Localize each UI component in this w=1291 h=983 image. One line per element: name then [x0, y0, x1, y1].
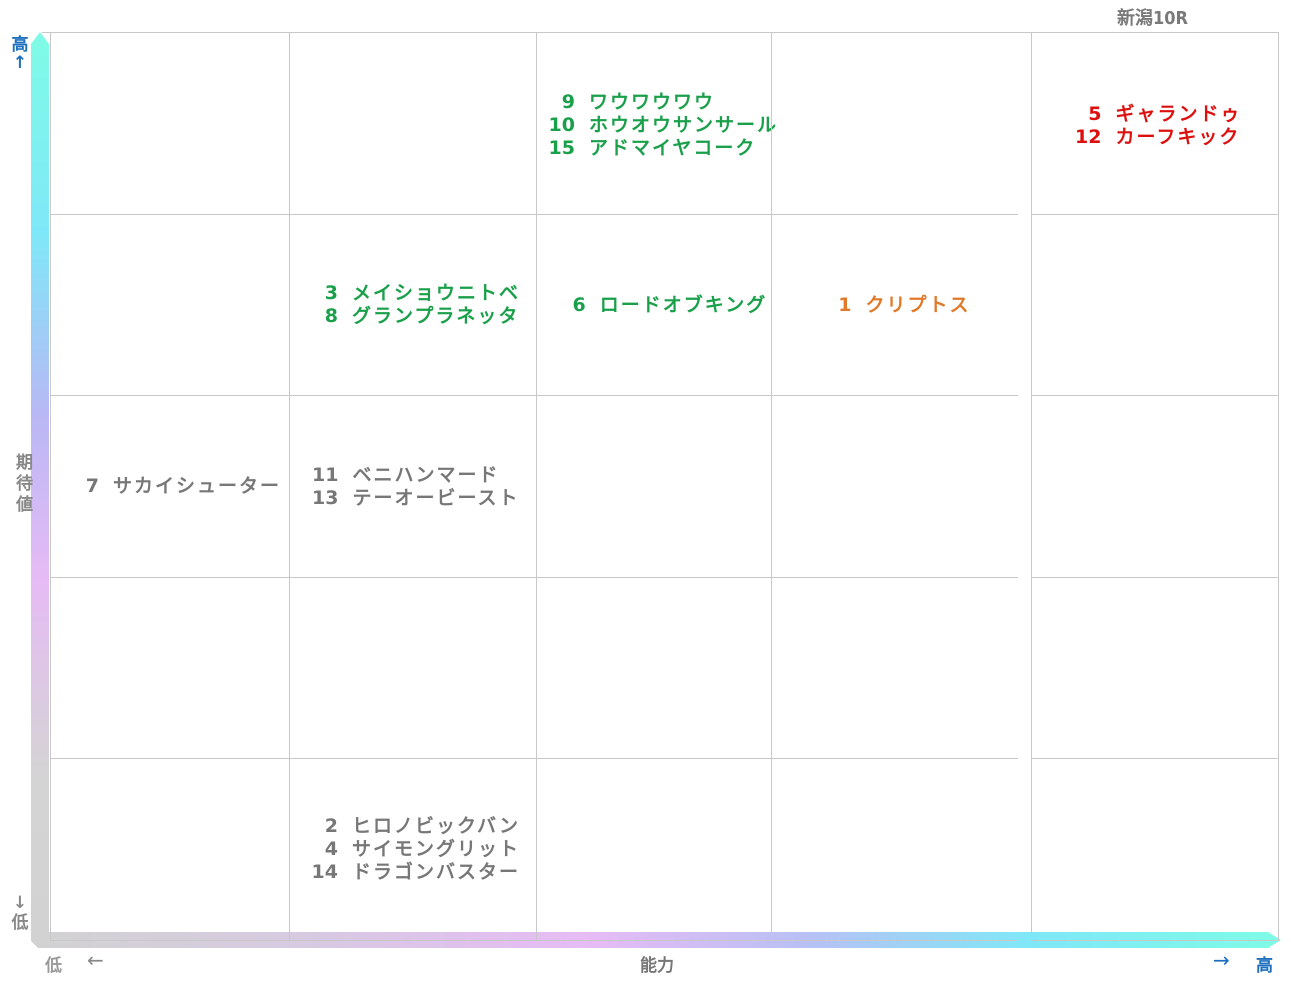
grid-cell-r1-c4	[771, 33, 1018, 215]
y-axis-label: 期待値	[10, 453, 32, 523]
horse-entry: 9 ワウワウワウ	[543, 91, 778, 114]
y-axis-high-label: 高 ↑	[11, 36, 29, 72]
horse-number: 6	[572, 293, 586, 316]
up-arrow-icon: ↑	[12, 53, 28, 73]
horse-name: ドラゴンバスター	[351, 861, 520, 883]
y-axis-bar	[31, 32, 49, 941]
grid-cell-r3-c4	[771, 396, 1018, 578]
horse-number: 1	[838, 293, 852, 316]
down-arrow-icon: ↓	[12, 893, 28, 913]
horse-number: 11	[312, 463, 339, 486]
horse-name: クリプトス	[865, 293, 971, 316]
horse-entry: 7 サカイシューター	[67, 475, 281, 498]
horse-entry: 8 グランプラネッタ	[306, 305, 520, 328]
horse-number: 12	[1075, 126, 1102, 148]
horse-entry: 5 ギャランドゥ	[1069, 103, 1241, 126]
horse-entry: 10 ホウオウサンサール	[543, 114, 778, 137]
grid-cell-r3-c3	[536, 396, 784, 578]
horse-list: 7 サカイシューター	[67, 475, 281, 498]
right-arrow-icon: →	[1213, 948, 1230, 972]
y-axis-title: 期待値	[12, 453, 32, 516]
x-axis-high-label: 高	[1256, 956, 1273, 976]
horse-name: テーオービースト	[352, 486, 520, 509]
x-axis-low-label: 低	[45, 956, 62, 976]
horse-list: 2 ヒロノビックバン 4 サイモングリット 14 ドラゴンバスター	[306, 815, 520, 884]
grid-cell-r4-c2	[289, 578, 536, 759]
grid-cell-r2-c2: 3 メイショウニトベ 8 グランプラネッタ	[289, 215, 536, 396]
horse-number: 5	[1088, 103, 1102, 125]
grid-cell-r4-c4	[771, 578, 1018, 759]
grid-cell-r3-c5	[1031, 396, 1279, 578]
left-arrow-icon: ←	[87, 948, 104, 972]
horse-number: 7	[85, 475, 99, 497]
y-axis-high-text: 高	[11, 35, 29, 55]
horse-number: 8	[324, 305, 338, 327]
horse-entry: 13 テーオービースト	[306, 487, 519, 510]
horse-name: サカイシューター	[112, 475, 281, 497]
horse-list: 5 ギャランドゥ 12 カーフキック	[1069, 103, 1241, 149]
grid-cell-r5-c5	[1031, 759, 1279, 941]
grid-cell-r5-c2: 2 ヒロノビックバン 4 サイモングリット 14 ドラゴンバスター	[289, 759, 536, 941]
horse-name: ロードオブキング	[599, 293, 768, 316]
horse-name: ワウワウワウ	[588, 91, 715, 113]
horse-entry: 15 アドマイヤコーク	[543, 137, 778, 160]
horse-entry: 4 サイモングリット	[306, 838, 520, 861]
grid-cell-r2-c1	[50, 215, 297, 396]
horse-entry: 14 ドラゴンバスター	[306, 861, 520, 884]
horse-list: 11 ベニハンマード 13 テーオービースト	[306, 464, 519, 510]
horse-entry: 12 カーフキック	[1069, 126, 1241, 149]
horse-name: グランプラネッタ	[351, 305, 520, 327]
x-axis-title: 能力	[640, 956, 674, 976]
horse-entry: 11 ベニハンマード	[306, 464, 519, 487]
horse-list: 6 ロードオブキング	[554, 294, 767, 317]
horse-entry: 3 メイショウニトベ	[306, 282, 520, 305]
horse-name: ギャランドゥ	[1115, 103, 1242, 125]
horse-number: 2	[324, 815, 338, 837]
grid-cell-r5-c4	[771, 759, 1018, 941]
horse-name: カーフキック	[1115, 126, 1241, 148]
y-axis-low-label: ↓ 低	[10, 893, 30, 933]
grid-cell-r1-c5: 5 ギャランドゥ 12 カーフキック	[1031, 33, 1279, 215]
horse-name: ヒロノビックバン	[351, 815, 520, 837]
grid-cell-r3-c2: 11 ベニハンマード 13 テーオービースト	[289, 396, 536, 578]
grid-cell-r1-c3: 9 ワウワウワウ 10 ホウオウサンサール 15 アドマイヤコーク	[536, 33, 784, 215]
grid-cell-r1-c1	[50, 33, 297, 215]
grid-cell-r5-c3	[536, 759, 784, 941]
horse-number: 4	[324, 838, 338, 860]
grid-cell-r4-c5	[1031, 578, 1279, 759]
horse-entry: 6 ロードオブキング	[554, 294, 767, 317]
horse-number: 3	[324, 282, 338, 304]
horse-name: メイショウニトベ	[351, 282, 520, 304]
horse-number: 15	[548, 137, 575, 159]
horse-name: アドマイヤコーク	[588, 137, 757, 159]
horse-number: 9	[561, 91, 575, 113]
chart-grid: 9 ワウワウワウ 10 ホウオウサンサール 15 アドマイヤコーク 5 ギャランドゥ 12 カーフ…	[42, 32, 1279, 941]
horse-entry: 2 ヒロノビックバン	[306, 815, 520, 838]
horse-number: 13	[312, 486, 339, 509]
horse-name: ホウオウサンサール	[588, 114, 778, 136]
grid-cell-r3-c1: 7 サカイシューター	[50, 396, 297, 578]
horse-list: 1 クリプトス	[819, 294, 970, 317]
race-title: 新潟10R	[1117, 8, 1189, 29]
horse-entry: 1 クリプトス	[819, 294, 970, 317]
grid-cell-r4-c1	[50, 578, 297, 759]
horse-number: 14	[311, 861, 338, 883]
horse-name: サイモングリット	[351, 838, 520, 860]
grid-cell-r1-c2	[289, 33, 536, 215]
horse-number: 10	[548, 114, 575, 136]
grid-cell-r2-c4: 1 クリプトス	[771, 215, 1018, 396]
grid-cell-r2-c3: 6 ロードオブキング	[536, 215, 784, 396]
grid-cell-r4-c3	[536, 578, 784, 759]
horse-list: 9 ワウワウワウ 10 ホウオウサンサール 15 アドマイヤコーク	[543, 91, 778, 160]
horse-list: 3 メイショウニトベ 8 グランプラネッタ	[306, 282, 520, 328]
grid-cell-r2-c5	[1031, 215, 1279, 396]
horse-name: ベニハンマード	[352, 463, 500, 486]
grid-cell-r5-c1	[50, 759, 297, 941]
y-axis-low-text: 低	[11, 913, 29, 933]
